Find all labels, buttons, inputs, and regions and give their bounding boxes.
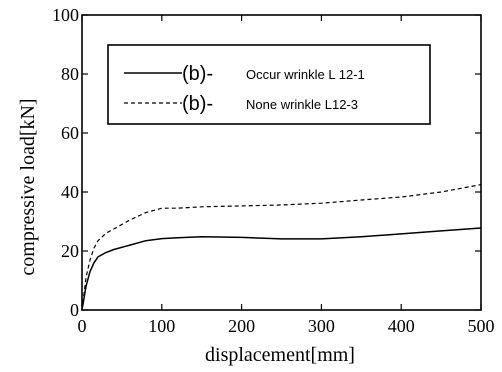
legend-prefix-2: (b)-: [182, 93, 213, 115]
y-tick-label: 80: [61, 64, 79, 84]
y-tick-label: 60: [61, 123, 79, 143]
x-tick-label: 0: [78, 316, 87, 336]
series-line-2: [81, 184, 482, 311]
y-tick-label: 0: [70, 300, 79, 320]
legend-box: [107, 44, 431, 125]
x-tick-label: 200: [228, 316, 255, 336]
x-tick-label: 300: [308, 316, 335, 336]
y-tick-label: 20: [61, 241, 79, 261]
x-tick-label: 500: [468, 316, 495, 336]
legend-label-2: None wrinkle L12-3: [246, 97, 358, 112]
y-tick-label: 100: [52, 5, 79, 25]
plot-border: [81, 14, 482, 311]
legend-label-1: Occur wrinkle L 12-1: [246, 67, 365, 82]
y-tick-label: 40: [61, 182, 79, 202]
legend: (b)- Occur wrinkle L 12-1 (b)- None wrin…: [107, 44, 431, 125]
x-axis-label: displacement[mm]: [205, 344, 355, 366]
x-axis: 0 100 200 300 400 500: [78, 15, 495, 336]
series-line-1: [81, 227, 482, 311]
x-tick-label: 400: [388, 316, 415, 336]
series-layer: [81, 184, 482, 311]
y-axis-label: compressive load[kN]: [17, 98, 39, 275]
x-tick-label: 100: [148, 316, 175, 336]
plot-frame: [81, 14, 482, 311]
y-axis: 0 20 40 60 80 100: [52, 5, 481, 320]
legend-prefix-1: (b)-: [182, 63, 213, 85]
